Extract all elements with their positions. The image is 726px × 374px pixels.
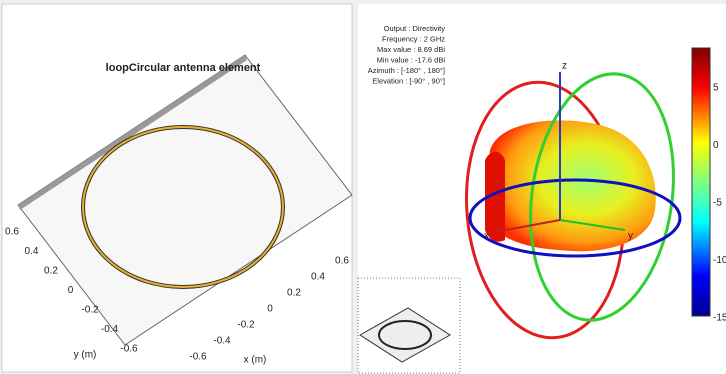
y-tick-label: -0.2	[81, 305, 99, 316]
info-line: Frequency : 2 GHz	[382, 34, 445, 43]
info-line: Max value : 8.69 dBi	[377, 45, 445, 54]
x-tick-label: -0.6	[189, 352, 207, 363]
colorbar-tick-label: 0	[713, 140, 719, 151]
info-line: Azimuth : [-180° , 180°]	[368, 66, 445, 75]
x-tick-label: 0	[267, 304, 273, 315]
y-tick-label: 0	[68, 285, 74, 296]
y-tick-label: 0.2	[44, 266, 58, 277]
x-tick-label: -0.4	[213, 336, 231, 347]
colorbar-tick-label: -10	[713, 255, 726, 266]
y-label: y (m)	[74, 350, 97, 361]
x-tick-label: 0.2	[287, 288, 301, 299]
screenshot: loopCircular antenna element y (m) x (m)…	[0, 0, 726, 374]
y-tick-label: 0.6	[5, 227, 19, 238]
info-line: Elevation : [-90° , 90°]	[372, 76, 445, 85]
page: loopCircular antenna element y (m) x (m)…	[0, 0, 726, 374]
info-line: Output : Directivity	[384, 24, 446, 33]
x-tick-label: 0.6	[335, 256, 349, 267]
info-line: Min value : -17.6 dBi	[377, 55, 446, 64]
axis-y: y	[628, 231, 633, 242]
x-tick-label: -0.2	[237, 320, 255, 331]
x-label: x (m)	[244, 355, 267, 366]
y-tick-label: -0.4	[101, 324, 119, 335]
axis-x: x	[484, 231, 489, 242]
y-tick-label: -0.6	[120, 344, 138, 355]
colorbar-tick-label: -15	[713, 313, 726, 324]
colorbar-tick-label: 5	[713, 83, 719, 94]
x-tick-label: 0.4	[311, 272, 325, 283]
axis-z: z	[562, 61, 567, 72]
colorbar	[692, 48, 710, 316]
y-tick-label: 0.4	[25, 246, 39, 257]
colorbar-tick-label: -5	[713, 198, 722, 209]
left-title: loopCircular antenna element	[106, 62, 261, 74]
